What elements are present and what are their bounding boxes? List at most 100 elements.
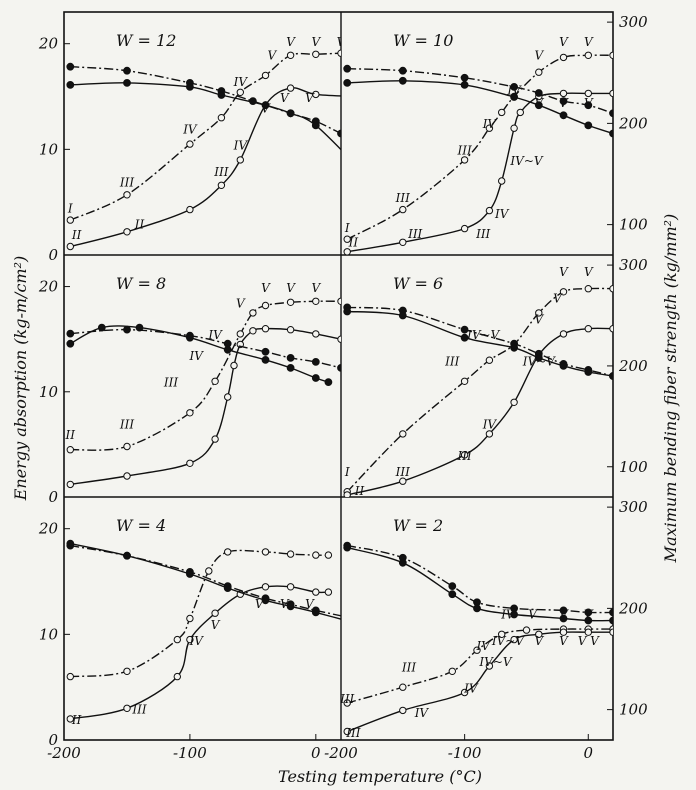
- strength-point: [448, 582, 457, 590]
- strength-point: [66, 329, 75, 338]
- energy-point: [261, 325, 270, 333]
- energy-point: [343, 248, 351, 255]
- energy-point: [286, 583, 295, 591]
- fracture-class-label: III: [119, 175, 134, 189]
- energy-point: [473, 646, 481, 654]
- y-tick-label-left: 20: [38, 35, 59, 53]
- strength-point: [223, 345, 232, 354]
- energy-point: [460, 224, 469, 233]
- energy-point: [186, 635, 194, 644]
- strength-point: [350, 615, 357, 622]
- strength-point: [534, 89, 543, 97]
- energy-point: [485, 124, 494, 132]
- fracture-class-label: IV: [506, 83, 522, 97]
- y-tick-label-left: 10: [39, 383, 59, 401]
- fracture-class-label: I: [67, 202, 73, 216]
- energy-point: [211, 435, 219, 443]
- energy-point: [584, 51, 592, 59]
- strength-point: [135, 323, 144, 332]
- fracture-class-label: V: [559, 265, 569, 279]
- fracture-class-label: V: [267, 49, 277, 63]
- strength-point: [343, 307, 352, 316]
- strength-point: [609, 608, 613, 617]
- strength-point: [398, 311, 407, 320]
- fracture-class-label: II: [348, 236, 359, 250]
- y-tick-label-right: 300: [619, 256, 648, 274]
- fracture-class-label: V: [559, 35, 569, 49]
- fracture-class-label: III: [444, 355, 459, 369]
- fracture-class-label: V: [534, 634, 544, 648]
- fracture-class-label: V: [534, 49, 544, 63]
- fracture-class-label: II: [71, 228, 82, 242]
- energy-point: [186, 459, 194, 467]
- fracture-class-label: IV: [500, 608, 516, 622]
- energy-point: [609, 51, 613, 59]
- strength-point: [609, 109, 613, 118]
- strength-point: [223, 584, 232, 592]
- fracture-class-label: V: [311, 281, 321, 295]
- fracture-class-label: III: [456, 449, 471, 463]
- strength-curve-dashdot: [347, 68, 613, 114]
- x-tick-label: 0: [311, 744, 321, 762]
- fracture-class-label: IV: [482, 117, 498, 131]
- panel-label: W = 6: [393, 274, 443, 293]
- y-axis-label-right: Maximum bending fiber strength (kg/mm²): [661, 214, 680, 564]
- energy-point: [249, 327, 257, 335]
- strength-point: [311, 358, 320, 366]
- y-tick-label-right: 200: [618, 114, 648, 132]
- tick-labels: 0 10 20 100 200 300 0 10 20 100 200 300 0 10 20 -200 -10…: [38, 13, 648, 762]
- energy-point: [559, 330, 568, 338]
- energy-point: [123, 191, 131, 199]
- energy-point: [123, 442, 131, 451]
- fracture-class-label: V: [584, 265, 594, 279]
- fracture-class-label: III: [213, 165, 228, 179]
- energy-point: [211, 377, 219, 385]
- energy-point: [217, 181, 226, 190]
- strength-point: [398, 76, 407, 85]
- strength-point: [460, 325, 469, 334]
- strength-point: [337, 129, 341, 138]
- energy-point: [343, 491, 351, 497]
- energy-point: [448, 667, 456, 675]
- x-tick-label: -100: [173, 744, 207, 762]
- x-tick-label: -200: [324, 744, 358, 762]
- strength-point: [311, 608, 320, 617]
- energy-point: [312, 330, 320, 338]
- energy-point: [312, 551, 320, 559]
- energy-point: [535, 309, 543, 317]
- energy-point: [224, 393, 232, 401]
- energy-point: [123, 704, 131, 712]
- strength-point: [261, 101, 270, 110]
- strength-point: [448, 590, 457, 599]
- strength-point: [398, 66, 407, 75]
- energy-curve-dashdot: [346, 287, 613, 493]
- strength-point: [123, 66, 131, 75]
- strength-point: [123, 79, 131, 87]
- strength-point: [460, 73, 469, 82]
- energy-point: [66, 672, 75, 681]
- strength-point: [66, 539, 75, 548]
- energy-point: [485, 662, 494, 670]
- energy-point: [186, 614, 194, 623]
- strength-point: [559, 614, 568, 623]
- strength-curve-solid: [347, 310, 613, 377]
- y-tick-label-left: 0: [48, 731, 58, 749]
- energy-point: [609, 628, 613, 636]
- fracture-class-label: V: [559, 634, 569, 648]
- fracture-class-label: I: [344, 465, 350, 479]
- panel-label: W = 12: [116, 31, 176, 50]
- fracture-class-label: IV: [463, 682, 479, 696]
- energy-point: [343, 699, 351, 707]
- strength-point: [286, 109, 295, 118]
- fracture-class-label: V: [236, 297, 246, 311]
- fracture-class-label: IV~V: [491, 634, 525, 648]
- strength-curve-dashdot: [347, 544, 613, 614]
- y-tick-label-right: 100: [619, 701, 648, 719]
- energy-point: [357, 93, 363, 99]
- fracture-class-label: IV~V: [478, 655, 512, 669]
- energy-point: [485, 206, 494, 215]
- fracture-class-label: V: [286, 35, 296, 49]
- energy-curve-dashdot: [70, 549, 329, 678]
